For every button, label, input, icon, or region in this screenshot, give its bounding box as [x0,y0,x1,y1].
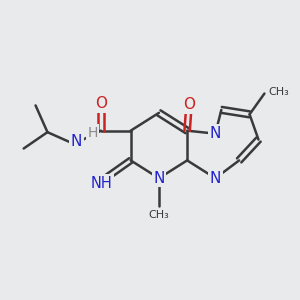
Text: N: N [153,171,165,186]
Text: O: O [183,97,195,112]
Text: N: N [71,134,82,148]
Text: O: O [95,96,107,111]
Text: N: N [210,171,221,186]
Text: N: N [210,126,221,141]
Text: NH: NH [91,176,113,191]
Text: CH₃: CH₃ [148,210,169,220]
Text: CH₃: CH₃ [268,87,289,97]
Text: H: H [87,126,98,140]
